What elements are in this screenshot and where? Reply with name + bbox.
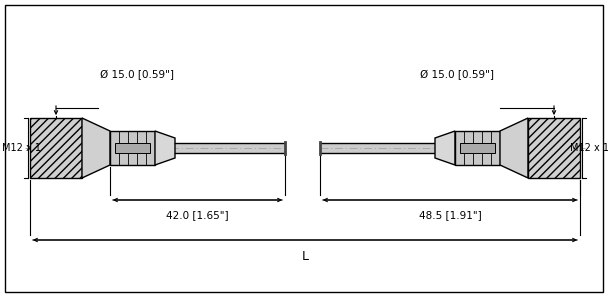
Text: L: L xyxy=(302,250,308,263)
Text: 42.0 [1.65"]: 42.0 [1.65"] xyxy=(166,210,229,220)
Polygon shape xyxy=(435,131,455,165)
Bar xyxy=(30,118,82,178)
Bar xyxy=(320,143,435,153)
Text: 48.5 [1.91"]: 48.5 [1.91"] xyxy=(419,210,482,220)
Text: Ø 15.0 [0.59"]: Ø 15.0 [0.59"] xyxy=(420,70,494,80)
Bar xyxy=(110,131,155,165)
Text: Ø 15.0 [0.59"]: Ø 15.0 [0.59"] xyxy=(100,70,174,80)
Bar xyxy=(455,131,500,165)
Polygon shape xyxy=(500,118,528,178)
Polygon shape xyxy=(155,131,175,165)
Bar xyxy=(460,143,495,153)
Text: M12 x 1: M12 x 1 xyxy=(2,143,41,153)
Bar xyxy=(175,143,285,153)
Bar xyxy=(528,118,580,178)
Bar xyxy=(115,143,150,153)
Polygon shape xyxy=(82,118,110,178)
Text: M12 x 1: M12 x 1 xyxy=(570,143,608,153)
